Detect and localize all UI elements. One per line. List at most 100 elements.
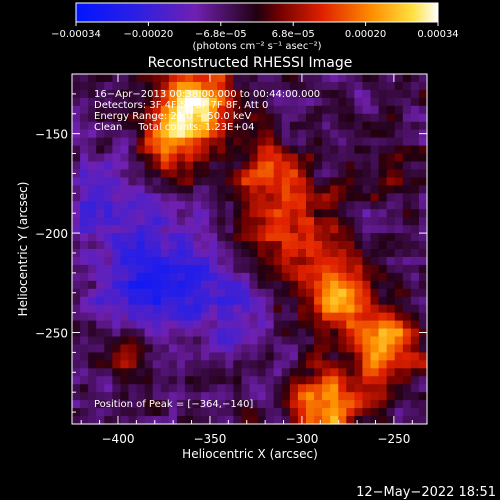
heatmap-cell — [144, 137, 154, 147]
heatmap-cell — [88, 312, 97, 322]
heatmap-cell — [120, 336, 130, 346]
heatmap-cell — [144, 344, 154, 353]
heatmap-cell — [378, 217, 388, 226]
heatmap-cell — [362, 193, 372, 202]
heatmap-cell — [136, 264, 146, 274]
heatmap-cell — [152, 400, 162, 409]
heatmap-cell — [184, 328, 194, 338]
heatmap-cell — [257, 320, 267, 330]
heatmap-cell — [394, 177, 404, 186]
heatmap-cell — [152, 272, 162, 282]
heatmap-cell — [80, 225, 89, 234]
heatmap-cell — [88, 201, 97, 210]
heatmap-cell — [96, 177, 105, 186]
heatmap-cell — [322, 121, 331, 131]
heatmap-cell — [120, 376, 130, 385]
heatmap-cell — [160, 304, 170, 314]
heatmap-cell — [120, 288, 130, 298]
heatmap-cell — [96, 185, 105, 194]
heatmap-cell — [120, 185, 130, 194]
annotation-energy-range: Energy Range: 25.0 − 50.0 keV — [94, 111, 251, 122]
heatmap-cell — [297, 137, 307, 147]
heatmap-cell — [322, 193, 331, 202]
heatmap-cell — [410, 209, 420, 218]
heatmap-cell — [241, 113, 251, 123]
heatmap-cell — [346, 209, 355, 218]
heatmap-cell — [217, 169, 226, 178]
heatmap-cell — [72, 264, 81, 274]
heatmap-cell — [402, 280, 412, 290]
heatmap-cell — [112, 161, 122, 171]
heatmap-cell — [418, 280, 428, 290]
heatmap-cell — [144, 241, 154, 250]
heatmap-cell — [402, 201, 412, 210]
heatmap-cell — [378, 400, 388, 409]
heatmap-cell — [96, 105, 105, 115]
heatmap-cell — [120, 97, 130, 107]
heatmap-cell — [386, 81, 396, 91]
heatmap-cell — [346, 360, 355, 369]
y-tick-label: −250 — [35, 327, 68, 341]
heatmap-cell — [330, 312, 339, 322]
heatmap-cell — [314, 376, 323, 385]
heatmap-cell — [168, 225, 178, 234]
heatmap-cell — [370, 169, 380, 178]
heatmap-cell — [128, 89, 138, 99]
heatmap-cell — [176, 360, 186, 369]
heatmap-cell — [305, 137, 315, 147]
heatmap-cell — [338, 145, 347, 155]
heatmap-cell — [386, 193, 396, 202]
heatmap-cell — [112, 233, 122, 242]
heatmap-cell — [354, 185, 364, 194]
heatmap-cell — [370, 74, 380, 83]
heatmap-cell — [241, 384, 251, 393]
heatmap-cell — [152, 352, 162, 361]
heatmap-cell — [152, 280, 162, 290]
heatmap-cell — [184, 97, 194, 107]
heatmap-cell — [160, 185, 170, 194]
heatmap-cell — [144, 161, 154, 171]
heatmap-cell — [322, 264, 331, 274]
heatmap-cell — [120, 320, 130, 330]
heatmap-cell — [410, 74, 420, 83]
heatmap-cell — [265, 344, 275, 353]
heatmap-cell — [386, 113, 396, 123]
heatmap-cell — [96, 121, 105, 131]
heatmap-cell — [225, 256, 234, 266]
heatmap-cell — [273, 408, 283, 417]
heatmap-cell — [96, 169, 105, 178]
heatmap-cell — [193, 153, 202, 163]
heatmap-cell — [120, 264, 130, 274]
heatmap-cell — [281, 249, 291, 258]
heatmap-cell — [209, 161, 218, 171]
heatmap-cell — [112, 344, 122, 353]
heatmap-cell — [72, 408, 81, 417]
heatmap-cell — [418, 288, 428, 298]
heatmap-cell — [112, 336, 122, 346]
heatmap-cell — [314, 81, 323, 91]
heatmap-cell — [330, 384, 339, 393]
heatmap-cell — [338, 384, 347, 393]
heatmap-cell — [88, 264, 97, 274]
heatmap-cell — [273, 177, 283, 186]
heatmap-cell — [88, 169, 97, 178]
heatmap-cell — [209, 97, 218, 107]
heatmap-cell — [297, 272, 307, 282]
heatmap-cell — [128, 249, 138, 258]
heatmap-cell — [120, 360, 130, 369]
heatmap-cell — [128, 225, 138, 234]
heatmap-cell — [152, 384, 162, 393]
heatmap-cell — [152, 288, 162, 298]
heatmap-cell — [193, 416, 202, 425]
heatmap-cell — [120, 256, 130, 266]
heatmap-cell — [257, 209, 267, 218]
colorbar-tick-labels: −0.00034 −0.00020 −6.8e−05 6.8e−05 0.00020 0.… — [51, 29, 459, 40]
heatmap-cell — [249, 105, 259, 115]
heatmap-cell — [176, 272, 186, 282]
heatmap-cell — [201, 392, 210, 401]
heatmap-cell — [410, 304, 420, 314]
heatmap-cell — [217, 288, 226, 298]
heatmap-cell — [209, 225, 218, 234]
heatmap-cell — [314, 296, 323, 306]
heatmap-cell — [88, 392, 97, 401]
